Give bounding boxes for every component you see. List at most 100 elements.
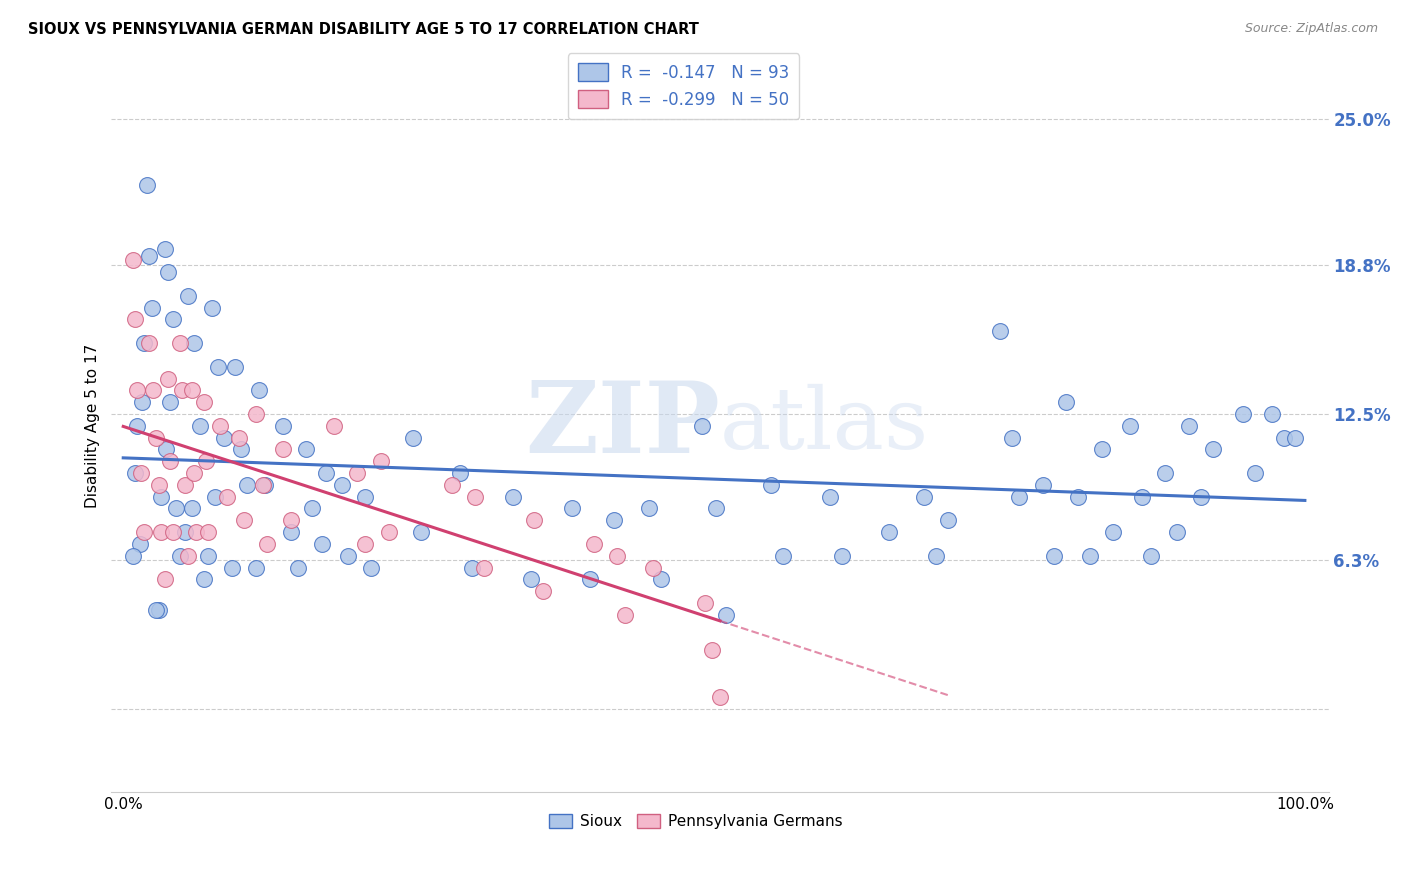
Point — [700, 643, 723, 657]
Point — [224, 359, 246, 374]
Point — [183, 336, 205, 351]
Point — [409, 525, 432, 540]
Point — [131, 395, 153, 409]
Point — [148, 478, 170, 492]
Point — [378, 525, 401, 540]
Point — [638, 501, 661, 516]
Point — [1078, 549, 1101, 563]
Point — [157, 371, 180, 385]
Point — [1284, 431, 1306, 445]
Point — [252, 478, 274, 492]
Y-axis label: Disability Age 5 to 17: Disability Age 5 to 17 — [86, 343, 100, 508]
Point — [186, 525, 208, 540]
Point — [236, 478, 259, 492]
Point — [253, 478, 276, 492]
Point — [212, 431, 235, 445]
Point — [925, 549, 948, 563]
Point — [301, 501, 323, 516]
Point — [280, 513, 302, 527]
Point — [197, 525, 219, 540]
Point — [153, 572, 176, 586]
Point — [121, 253, 143, 268]
Point — [150, 490, 173, 504]
Point — [245, 407, 267, 421]
Point — [602, 513, 624, 527]
Point — [232, 513, 254, 527]
Point — [936, 513, 959, 527]
Point — [204, 490, 226, 504]
Point — [464, 490, 486, 504]
Point — [134, 336, 156, 351]
Point — [346, 466, 368, 480]
Point — [360, 560, 382, 574]
Point — [138, 336, 160, 351]
Point — [155, 442, 177, 457]
Point — [141, 301, 163, 315]
Point — [177, 549, 200, 563]
Point — [145, 431, 167, 445]
Point — [271, 442, 294, 457]
Point — [1102, 525, 1125, 540]
Point — [128, 537, 150, 551]
Text: SIOUX VS PENNSYLVANIA GERMAN DISABILITY AGE 5 TO 17 CORRELATION CHART: SIOUX VS PENNSYLVANIA GERMAN DISABILITY … — [28, 22, 699, 37]
Point — [180, 501, 202, 516]
Point — [162, 525, 184, 540]
Point — [1001, 431, 1024, 445]
Point — [336, 549, 359, 563]
Point — [561, 501, 583, 516]
Point — [988, 324, 1011, 338]
Point — [124, 312, 146, 326]
Point — [150, 525, 173, 540]
Point — [177, 289, 200, 303]
Point — [520, 572, 543, 586]
Point — [1244, 466, 1267, 480]
Point — [217, 490, 239, 504]
Point — [197, 549, 219, 563]
Point — [772, 549, 794, 563]
Point — [188, 418, 211, 433]
Point — [256, 537, 278, 551]
Point — [157, 265, 180, 279]
Text: Source: ZipAtlas.com: Source: ZipAtlas.com — [1244, 22, 1378, 36]
Point — [127, 418, 149, 433]
Point — [280, 525, 302, 540]
Point — [247, 384, 270, 398]
Point — [311, 537, 333, 551]
Point — [531, 584, 554, 599]
Point — [1178, 418, 1201, 433]
Point — [173, 525, 195, 540]
Point — [129, 466, 152, 480]
Point — [193, 395, 215, 409]
Point — [271, 418, 294, 433]
Point — [159, 454, 181, 468]
Point — [148, 603, 170, 617]
Point — [370, 454, 392, 468]
Point — [231, 442, 253, 457]
Point — [1032, 478, 1054, 492]
Point — [523, 513, 546, 527]
Point — [582, 537, 605, 551]
Point — [1189, 490, 1212, 504]
Point — [641, 560, 664, 574]
Point — [330, 478, 353, 492]
Legend: Sioux, Pennsylvania Germans: Sioux, Pennsylvania Germans — [543, 808, 848, 836]
Point — [579, 572, 602, 586]
Point — [322, 418, 344, 433]
Point — [354, 490, 377, 504]
Point — [650, 572, 672, 586]
Point — [831, 549, 853, 563]
Point — [134, 525, 156, 540]
Point — [194, 454, 217, 468]
Point — [228, 431, 250, 445]
Point — [461, 560, 484, 574]
Point — [1261, 407, 1284, 421]
Point — [1008, 490, 1031, 504]
Point — [127, 384, 149, 398]
Point — [1272, 431, 1295, 445]
Point — [877, 525, 900, 540]
Point — [295, 442, 318, 457]
Point — [315, 466, 337, 480]
Point — [690, 418, 713, 433]
Point — [153, 242, 176, 256]
Point — [169, 549, 191, 563]
